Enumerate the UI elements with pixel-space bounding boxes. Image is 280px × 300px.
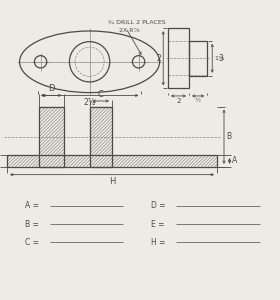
Text: ¾ DRILL 2 PLACES: ¾ DRILL 2 PLACES (108, 20, 165, 25)
Text: A: A (232, 156, 237, 165)
Text: C =: C = (25, 238, 39, 247)
Text: 1⅞: 1⅞ (214, 56, 224, 61)
Bar (7, 155, 217, 167)
Text: 2⅞: 2⅞ (83, 98, 96, 106)
Text: A =: A = (25, 202, 39, 211)
Text: ½: ½ (195, 98, 201, 103)
Bar (39, 106, 64, 167)
Bar (189, 41, 207, 76)
Text: D: D (48, 84, 55, 93)
Text: B: B (226, 132, 231, 141)
Text: 2: 2 (176, 98, 181, 104)
Text: H: H (109, 177, 115, 186)
Text: C: C (98, 90, 104, 99)
Bar (90, 106, 112, 167)
Text: E =: E = (151, 220, 165, 229)
Text: D =: D = (151, 202, 166, 211)
Bar (168, 28, 189, 88)
Text: 3: 3 (218, 54, 223, 63)
Text: 2X R⅞: 2X R⅞ (119, 28, 139, 33)
Text: 2: 2 (156, 54, 161, 63)
Text: B =: B = (25, 220, 39, 229)
Text: H =: H = (151, 238, 166, 247)
